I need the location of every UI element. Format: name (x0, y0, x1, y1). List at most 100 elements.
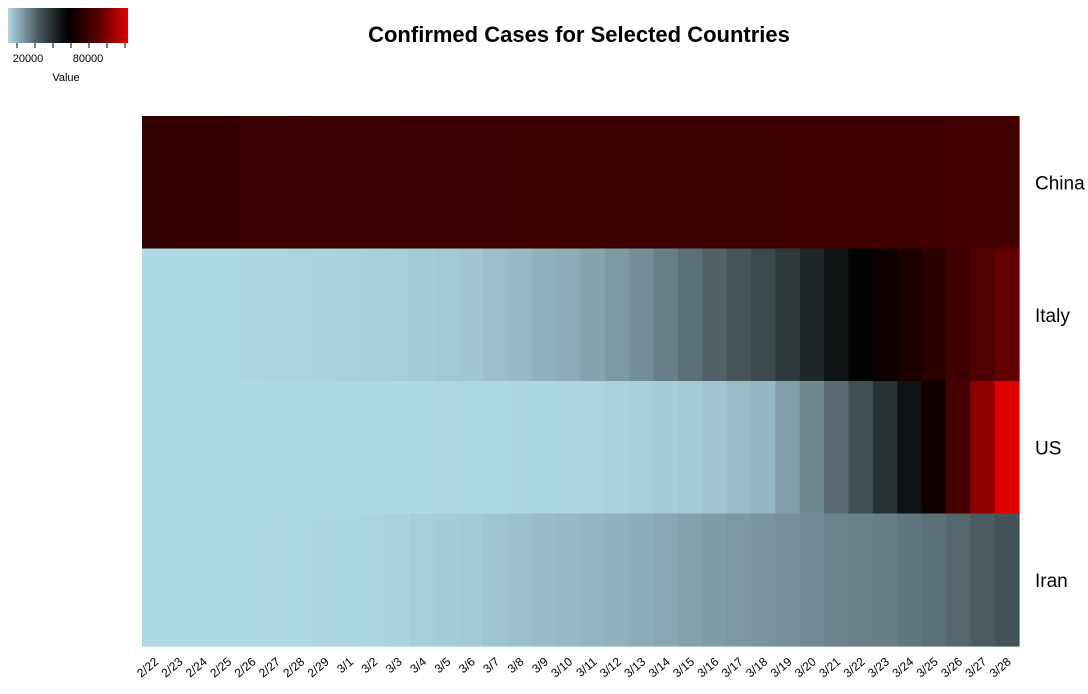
column-label: 3/6 (456, 654, 478, 676)
heatmap-cell (751, 116, 776, 250)
heatmap-cell (409, 513, 435, 647)
column-label: 2/26 (232, 654, 259, 680)
heatmap-cell (361, 248, 387, 382)
heatmap-cell (142, 116, 167, 250)
heatmap-cell (312, 116, 338, 250)
heatmap-cell (945, 513, 971, 647)
column-label: 2/23 (159, 654, 186, 680)
heatmap-cell (142, 381, 167, 515)
legend-colorbar (8, 8, 128, 43)
heatmap-cell (288, 116, 314, 250)
heatmap-cell (288, 248, 314, 382)
heatmap-cell (434, 116, 460, 250)
heatmap-cell (775, 116, 801, 250)
heatmap-cell (848, 116, 874, 250)
heatmap-cell (458, 248, 484, 382)
heatmap-cell (166, 381, 192, 515)
heatmap-cell (629, 248, 655, 382)
heatmap-cell (872, 381, 898, 515)
column-label: 3/20 (792, 654, 819, 680)
heatmap-cell (653, 248, 679, 382)
heatmap-cell (531, 513, 557, 647)
column-label: 3/25 (914, 654, 941, 680)
heatmap-cell (848, 248, 874, 382)
heatmap-cell (629, 513, 655, 647)
heatmap-cell (872, 513, 898, 647)
heatmap-cell (142, 248, 167, 382)
heatmap-cell (994, 513, 1020, 647)
heatmap-cells (142, 116, 1020, 647)
heatmap-cell (580, 381, 606, 515)
heatmap-cell (556, 513, 582, 647)
heatmap-cell (848, 381, 874, 515)
heatmap-cell (824, 513, 850, 647)
column-label: 3/28 (987, 654, 1014, 680)
heatmap-cell (215, 381, 241, 515)
heatmap-cell (215, 116, 241, 250)
heatmap-cell (970, 381, 996, 515)
heatmap-cell (361, 513, 387, 647)
column-label: 3/1 (334, 654, 356, 676)
heatmap-cell (677, 381, 703, 515)
heatmap-cell (239, 381, 265, 515)
heatmap-cell (312, 248, 338, 382)
heatmap-cell (434, 513, 460, 647)
column-label: 3/24 (889, 654, 916, 680)
heatmap-cell (653, 381, 679, 515)
chart-title: Confirmed Cases for Selected Countries (368, 22, 790, 47)
heatmap-cell (336, 513, 362, 647)
row-labels: China Italy US Iran (1035, 173, 1085, 591)
heatmap-cell (385, 116, 411, 250)
row-label: Italy (1035, 306, 1070, 327)
heatmap-cell (629, 116, 655, 250)
color-legend: 20000 80000 Value (8, 8, 128, 84)
heatmap-cell (239, 116, 265, 250)
heatmap-cell (434, 248, 460, 382)
heatmap-cell (531, 116, 557, 250)
heatmap-cell (263, 513, 289, 647)
heatmap-cell (336, 381, 362, 515)
heatmap-cell (215, 248, 241, 382)
heatmap-cell (361, 381, 387, 515)
heatmap-cell (507, 513, 533, 647)
heatmap-cell (190, 381, 216, 515)
heatmap-cell (775, 513, 801, 647)
heatmap-cell (336, 248, 362, 382)
heatmap-cell (385, 381, 411, 515)
heatmap-cell (970, 116, 996, 250)
heatmap-cell (872, 116, 898, 250)
heatmap-cell (677, 513, 703, 647)
heatmap-cell (921, 248, 947, 382)
heatmap-cell (775, 381, 801, 515)
column-label: 2/29 (305, 654, 332, 680)
heatmap-cell (361, 116, 387, 250)
heatmap-cell (921, 116, 947, 250)
heatmap-cell (385, 513, 411, 647)
heatmap-cell (751, 248, 776, 382)
heatmap-cell (409, 248, 435, 382)
heatmap-cell (409, 381, 435, 515)
heatmap-cell (507, 116, 533, 250)
column-label: 3/16 (695, 654, 722, 680)
column-label: 2/27 (256, 654, 283, 680)
heatmap-cell (458, 513, 484, 647)
heatmap-cell (751, 381, 776, 515)
column-label: 3/7 (480, 654, 502, 676)
heatmap-cell (994, 381, 1020, 515)
heatmap-cell (702, 116, 728, 250)
heatmap-cell (653, 513, 679, 647)
heatmap-cell (556, 116, 582, 250)
heatmap-cell (507, 248, 533, 382)
heatmap-cell (190, 248, 216, 382)
heatmap-cell (483, 381, 509, 515)
heatmap-cell (604, 248, 630, 382)
heatmap-cell (945, 116, 971, 250)
heatmap-cell (677, 248, 703, 382)
heatmap-cell (726, 248, 752, 382)
heatmap-cell (897, 513, 923, 647)
heatmap-cell (312, 513, 338, 647)
heatmap-cell (483, 116, 509, 250)
heatmap-cell (580, 116, 606, 250)
